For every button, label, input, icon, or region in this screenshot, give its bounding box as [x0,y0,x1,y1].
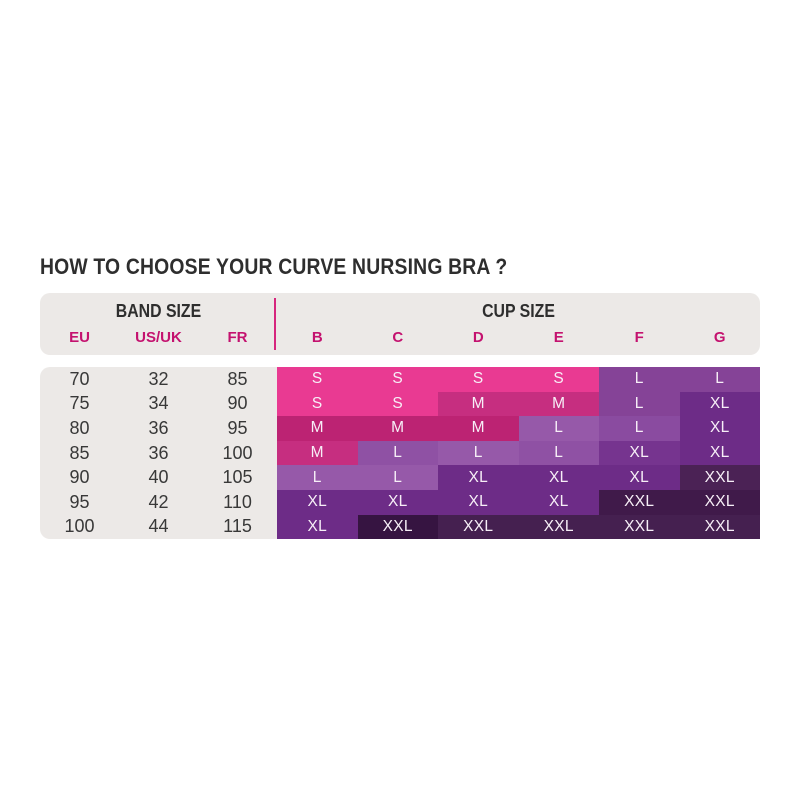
column-label-f: F [634,329,644,346]
cup-cell: XXL [599,489,680,515]
cup-cell: XL [518,465,599,490]
cup-cell: XL [518,489,599,515]
cup-cell: XL [438,489,519,515]
band-cell: 70 [69,368,90,389]
cup-cell: M [518,391,599,417]
column-label-g: G [713,329,726,346]
cup-cell: XXL [357,514,438,540]
band-size-header: BAND SIZE [115,301,202,321]
cup-cell: L [438,440,519,466]
cup-cell: M [438,391,519,417]
column-label-e: E [553,329,564,346]
size-chart: HOW TO CHOOSE YOUR CURVE NURSING BRA ? B… [40,0,760,800]
cup-cell: XL [679,391,760,417]
column-label-eu: EU [69,329,90,346]
table-header: BAND SIZE CUP SIZE EU US/UK FR B C D E F… [40,293,760,355]
cup-cell: XL [599,465,680,490]
cup-cell: S [277,391,358,417]
cup-cell: XXL [679,514,760,540]
column-labels-row: EU US/UK FR B C D E F G [40,327,760,349]
band-cell: 44 [148,516,169,537]
band-cell: 34 [148,393,169,414]
band-cell: 85 [69,442,90,463]
band-cell: 36 [148,417,169,438]
band-grid: 70 32 85 75 34 90 80 36 95 85 36 100 90 40 105 95 42 110 1… [40,367,277,540]
cup-cell: S [277,367,358,392]
cup-cell: XXL [438,514,519,540]
cup-grid: S S S S L L S S M M L XL M M M L L XL M L L L XL XL L L XL XL XL XXL X… [277,367,760,540]
cup-cell: L [518,416,599,441]
column-label-d: D [472,329,484,346]
cup-cell: XXL [679,489,760,515]
band-cell: 100 [222,442,253,463]
band-cell: 80 [69,417,90,438]
band-cell: 42 [148,491,169,512]
cup-cell: L [599,367,680,392]
cup-cell: M [277,416,358,441]
cup-cell: M [438,416,519,441]
band-cell: 95 [227,417,248,438]
table-body: 70 32 85 75 34 90 80 36 95 85 36 100 90 40 105 95 42 110 1… [40,367,760,540]
cup-cell: S [518,367,599,392]
band-cell: 105 [222,467,253,488]
band-cell: 90 [227,393,248,414]
cup-cell: S [438,367,519,392]
cup-cell: S [357,391,438,417]
cup-cell: L [518,440,599,466]
cup-cell: M [357,416,438,441]
header-divider [274,298,276,350]
cup-cell: XL [277,489,358,515]
band-cell: 75 [69,393,90,414]
column-label-c: C [392,329,404,346]
cup-cell: XL [679,416,760,441]
cup-cell: XL [357,489,438,515]
cup-cell: XL [438,465,519,490]
column-label-usuk: US/UK [135,329,182,346]
cup-cell: XXL [599,514,680,540]
cup-cell: M [277,440,358,466]
cup-cell: L [357,465,438,490]
cup-cell: L [599,391,680,417]
cup-cell: L [679,367,760,392]
band-cell: 110 [223,491,252,512]
band-cell: 100 [64,516,95,537]
column-label-fr: FR [227,329,248,346]
cup-cell: XL [599,440,680,466]
cup-cell: XXL [518,514,599,540]
band-cell: 32 [148,368,169,389]
cup-cell: S [357,367,438,392]
band-cell: 40 [148,467,169,488]
cup-cell: L [357,440,438,466]
band-cell: 90 [69,467,90,488]
band-cell: 95 [69,491,90,512]
cup-cell: L [599,416,680,441]
cup-size-header: CUP SIZE [482,301,555,321]
band-cell: 36 [148,442,169,463]
cup-cell: L [277,465,358,490]
cup-cell: XXL [679,465,760,490]
cup-cell: XL [277,514,358,540]
band-cell: 85 [227,368,248,389]
cup-cell: XL [679,440,760,466]
band-cell: 115 [223,516,252,537]
column-label-b: B [311,329,323,346]
page-title: HOW TO CHOOSE YOUR CURVE NURSING BRA ? [40,254,508,279]
